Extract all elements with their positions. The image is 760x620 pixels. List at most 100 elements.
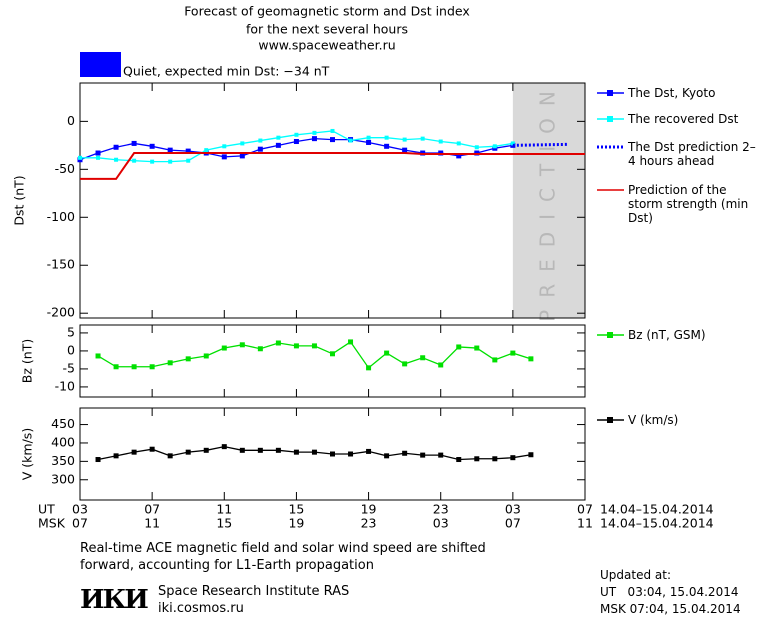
series-marker: [221, 444, 227, 450]
series-marker: [293, 449, 299, 455]
x-tick-label-msk: 15: [216, 516, 232, 531]
prediction-label: PREDICTION: [535, 79, 559, 322]
x-tick-label: 07: [577, 502, 593, 517]
x-tick-label-msk: 07: [72, 516, 88, 531]
series-marker: [420, 355, 426, 361]
series-marker: [96, 155, 101, 160]
series-marker: [492, 357, 498, 363]
series-marker: [402, 450, 408, 456]
series-marker: [384, 143, 390, 149]
x-tick-label-msk: 11: [577, 516, 593, 531]
series-marker: [78, 155, 82, 160]
status-swatch: [80, 52, 121, 77]
series-marker: [456, 153, 462, 159]
series-marker: [257, 346, 263, 352]
x-tick-label: 03: [505, 502, 521, 517]
series-marker: [168, 159, 173, 164]
x-tick-label: 11: [216, 502, 232, 517]
series-marker: [95, 353, 101, 359]
note-line: forward, accounting for L1-Earth propaga…: [80, 558, 374, 573]
series-marker: [384, 453, 390, 459]
title-line: for the next several hours: [246, 22, 408, 37]
series-marker: [294, 132, 299, 137]
legend-marker: [607, 332, 613, 338]
plot-frame: [79, 82, 586, 319]
series-marker: [221, 154, 227, 160]
x-tick-label: 23: [433, 502, 449, 517]
prediction-shade: [512, 83, 585, 318]
series-marker: [492, 456, 498, 462]
legend-label: The Dst, Kyoto: [628, 86, 716, 100]
y-tick-label: 5: [67, 324, 75, 339]
series-line: [80, 152, 585, 180]
series-marker: [384, 350, 390, 356]
series-marker: [474, 456, 480, 462]
series-marker: [203, 353, 209, 359]
title-line: Forecast of geomagnetic storm and Dst in…: [184, 4, 470, 19]
x-tick-label: 15: [288, 502, 304, 517]
series-marker: [366, 365, 372, 371]
msk-label: MSK: [38, 516, 66, 531]
x-tick-label: 19: [361, 502, 377, 517]
series-marker: [132, 158, 137, 163]
y-tick-label: 400: [51, 434, 75, 449]
y-axis-label: V (km/s): [20, 428, 35, 480]
series-marker: [95, 457, 101, 463]
series-marker: [402, 147, 408, 153]
series-line: [512, 142, 567, 147]
series-marker: [221, 345, 227, 351]
legend-label: Bz (nT, GSM): [628, 328, 706, 342]
institute-name: Space Research Institute RAS: [158, 584, 350, 599]
date-range: 14.04–15.04.2014: [600, 516, 714, 531]
series-marker: [185, 148, 191, 154]
note-line: Real-time ACE magnetic field and solar w…: [80, 541, 486, 556]
y-tick-label: -5: [63, 360, 75, 375]
series-marker: [276, 135, 281, 140]
series-marker: [113, 364, 119, 370]
series-marker: [348, 339, 354, 345]
series-marker: [222, 144, 227, 149]
series-marker: [348, 451, 354, 457]
legend-marker: [607, 417, 613, 423]
plot-frame: [79, 407, 586, 501]
series-marker: [420, 452, 426, 458]
plot-frame: [79, 324, 586, 398]
series-marker: [474, 345, 480, 351]
legend-label: V (km/s): [628, 413, 679, 427]
institute-url: iki.cosmos.ru: [158, 601, 244, 616]
series-marker: [384, 135, 389, 140]
ut-label: UT: [38, 502, 55, 517]
series-marker: [492, 144, 497, 149]
x-tick-label-msk: 07: [505, 516, 521, 531]
series-marker: [456, 141, 461, 146]
status-text: Quiet, expected min Dst: −34 nT: [123, 64, 330, 79]
y-tick-label: 0: [67, 113, 75, 128]
series-marker: [113, 453, 119, 459]
series-marker: [438, 452, 444, 458]
series-marker: [239, 342, 245, 348]
series-marker: [167, 147, 173, 153]
series-marker: [204, 148, 209, 153]
series-marker: [275, 340, 281, 346]
logo: ИКИ: [80, 585, 148, 615]
y-tick-label: 350: [51, 453, 75, 468]
x-tick-label-msk: 23: [361, 516, 377, 531]
y-tick-label: 0: [67, 342, 75, 357]
series-marker: [131, 364, 137, 370]
y-tick-label: -10: [55, 378, 75, 393]
series-marker: [203, 447, 209, 453]
y-tick-label: 300: [51, 471, 75, 486]
series-marker: [474, 145, 479, 150]
x-tick-label: 07: [144, 502, 160, 517]
series-marker: [275, 447, 281, 453]
updated-ut: UT 03:04, 15.04.2014: [600, 585, 739, 599]
series-marker: [293, 343, 299, 349]
series-marker: [114, 157, 119, 162]
legend-marker: [607, 90, 613, 96]
legend-label: Prediction of the storm strength (min Ds…: [628, 183, 749, 225]
series-marker: [131, 449, 137, 455]
series-marker: [312, 130, 317, 135]
series-marker: [167, 453, 173, 459]
